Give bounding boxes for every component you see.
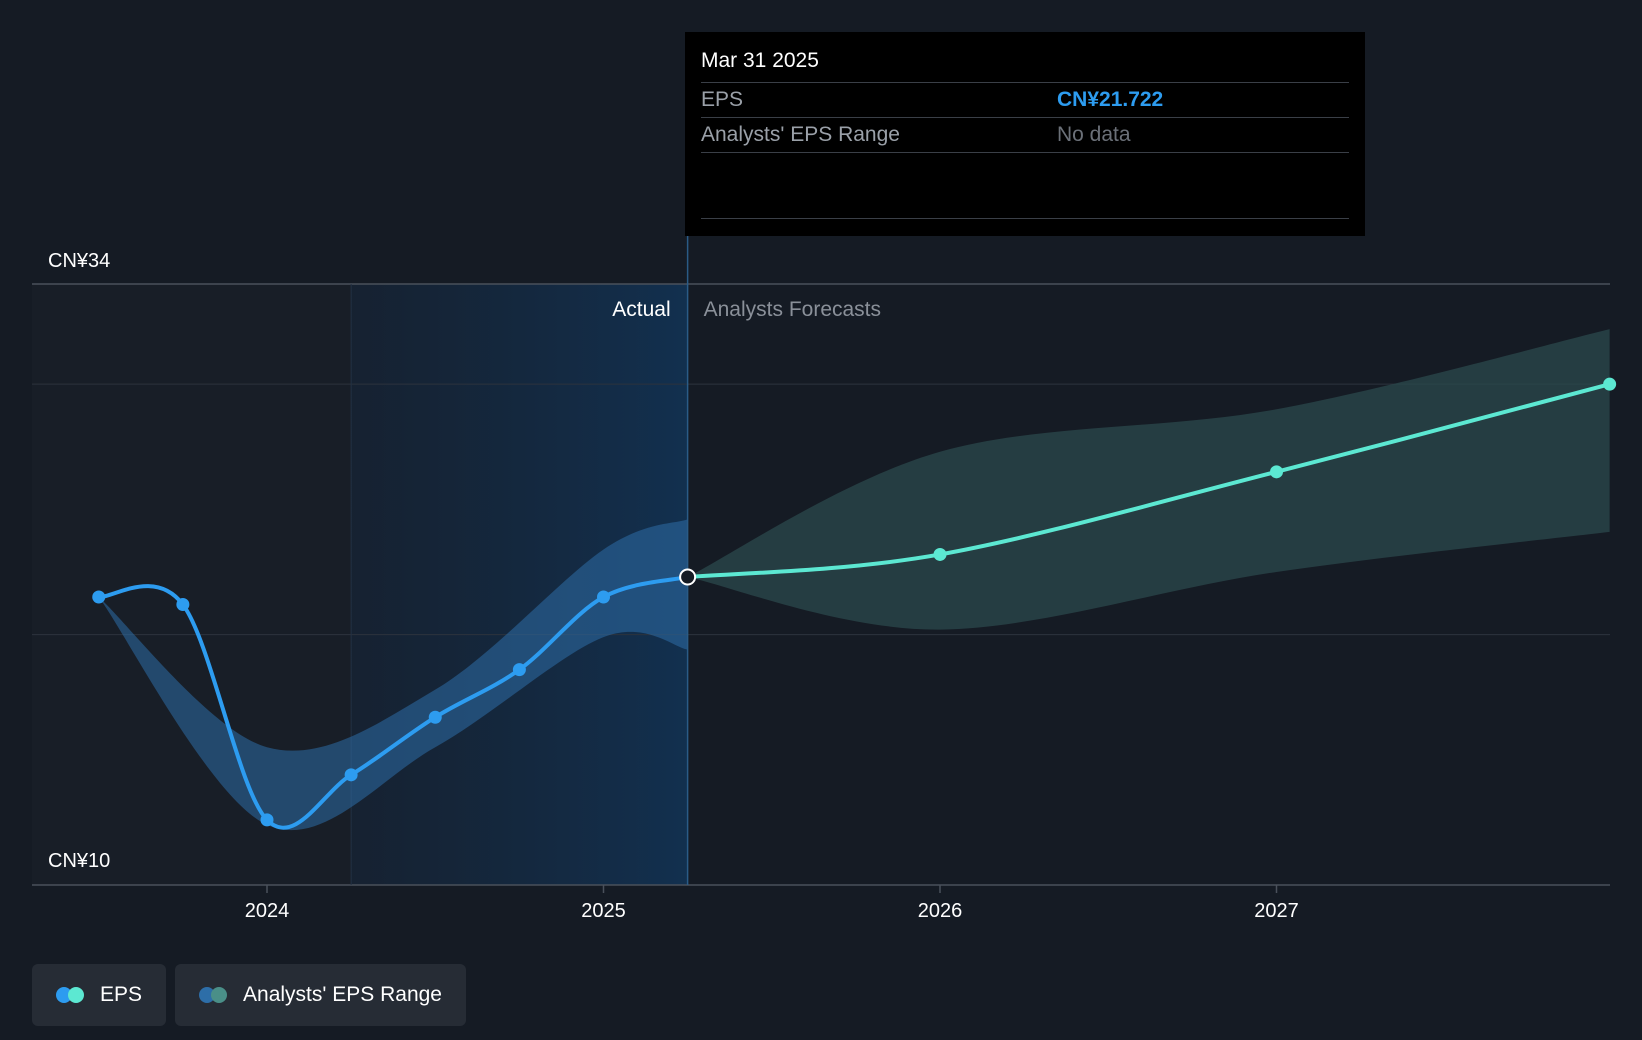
tooltip-row-range: Analysts' EPS Range No data — [701, 118, 1349, 153]
eps-data-point — [344, 768, 358, 782]
eps-data-point — [1603, 377, 1617, 391]
eps-data-point — [176, 598, 190, 612]
x-tick-label: 2024 — [245, 900, 290, 922]
eps-data-point — [1270, 465, 1283, 479]
tooltip-date: Mar 31 2025 — [701, 46, 1349, 83]
actual-section-label: Actual — [612, 298, 670, 321]
x-tick-label: 2026 — [918, 900, 963, 922]
eps-data-point — [428, 710, 442, 724]
eps-range-band-actual — [98, 519, 688, 831]
eps-line-actual — [96, 574, 690, 830]
eps-data-point — [260, 813, 274, 827]
x-tick-label: 2027 — [1254, 900, 1299, 922]
tooltip: Mar 31 2025 EPS CN¥21.722 Analysts' EPS … — [685, 32, 1365, 236]
tooltip-eps-label: EPS — [701, 88, 744, 111]
eps-range-legend-icon — [199, 987, 233, 1003]
legend-label-eps: EPS — [100, 983, 143, 1006]
legend: EPS Analysts' EPS Range — [32, 964, 466, 1026]
tooltip-range-label: Analysts' EPS Range — [701, 123, 900, 146]
x-tick-label: 2025 — [581, 900, 626, 922]
tooltip-range-value: No data — [1057, 123, 1131, 146]
legend-label-eps-range: Analysts' EPS Range — [243, 983, 442, 1006]
forecast-section-label: Analysts Forecasts — [704, 298, 881, 321]
eps-legend-icon — [56, 987, 90, 1003]
tooltip-eps-value: CN¥21.722 — [1057, 88, 1164, 111]
tooltip-divider — [701, 218, 1349, 219]
eps-line-forecast — [685, 382, 1612, 579]
eps-data-point — [597, 590, 610, 604]
eps-data-point — [933, 547, 947, 561]
eps-data-point — [92, 590, 106, 604]
eps-data-point — [512, 663, 526, 677]
y-axis-max-label: CN¥34 — [48, 250, 110, 272]
y-axis-min-label: CN¥10 — [48, 850, 110, 872]
highlighted-data-point — [679, 568, 697, 586]
legend-item-eps[interactable]: EPS — [32, 964, 167, 1026]
legend-item-eps-range[interactable]: Analysts' EPS Range — [175, 964, 466, 1026]
tooltip-row-eps: EPS CN¥21.722 — [701, 83, 1349, 118]
eps-range-band-forecast — [687, 329, 1610, 630]
